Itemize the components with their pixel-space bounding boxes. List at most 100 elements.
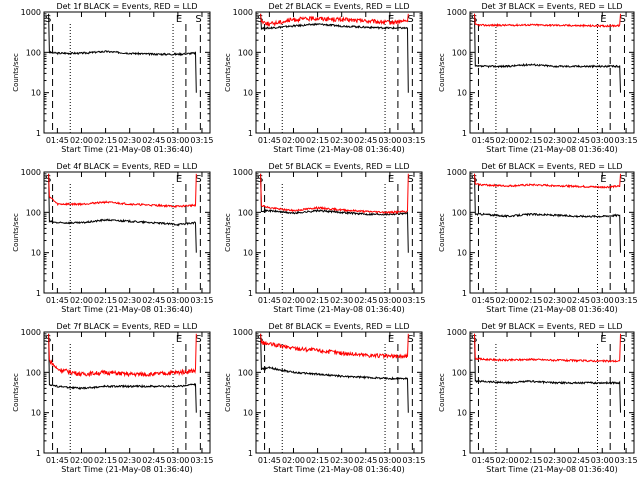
marker-start: S xyxy=(257,334,263,345)
x-tick-label: 02:15 xyxy=(306,296,329,305)
lld-series-line xyxy=(260,333,409,360)
x-tick-label: 03:00 xyxy=(591,296,614,305)
chart-title: Det 5f BLACK = Events, RED = LLD xyxy=(268,162,409,171)
x-tick-label: 02:15 xyxy=(306,456,329,465)
x-tick-label: 02:45 xyxy=(567,296,590,305)
x-axis-label: Start Time (21-May-08 01:36:40) xyxy=(486,145,617,154)
chart-title: Det 4f BLACK = Events, RED = LLD xyxy=(56,162,197,171)
y-tick-label: 1000 xyxy=(21,8,41,17)
marker-start: S xyxy=(407,174,413,185)
x-tick-label: 02:15 xyxy=(519,296,542,305)
marker-start: S xyxy=(407,334,413,345)
marker-end: E xyxy=(600,174,606,185)
plot-frame xyxy=(43,11,211,134)
y-tick-label: 1000 xyxy=(233,328,253,337)
x-tick-label: 02:00 xyxy=(70,136,93,145)
plot-frame xyxy=(469,11,635,134)
y-tick-label: 1000 xyxy=(233,8,253,17)
x-tick-label: 02:30 xyxy=(118,136,141,145)
y-axis-label: Counts/sec xyxy=(12,373,20,412)
x-tick-label: 03:15 xyxy=(190,456,213,465)
y-tick-label: 100 xyxy=(26,368,41,377)
x-tick-label: 02:30 xyxy=(118,296,141,305)
x-tick-label: 02:30 xyxy=(330,456,353,465)
y-tick-label: 10 xyxy=(457,249,467,258)
x-tick-label: 02:30 xyxy=(543,136,566,145)
x-tick-label: 02:00 xyxy=(282,456,305,465)
marker-end: E xyxy=(176,174,182,185)
marker-start: S xyxy=(257,174,263,185)
marker-start: S xyxy=(45,334,51,345)
lld-series-line xyxy=(260,13,409,27)
x-tick-label: 02:00 xyxy=(496,456,519,465)
marker-start: S xyxy=(619,174,625,185)
marker-start: S xyxy=(619,14,625,25)
lld-series-line xyxy=(474,13,621,28)
x-tick-label: 01:45 xyxy=(258,456,281,465)
events-series-line xyxy=(48,173,197,253)
x-tick-label: 02:45 xyxy=(142,456,165,465)
x-axis-label: Start Time (21-May-08 01:36:40) xyxy=(273,145,404,154)
x-tick-label: 02:45 xyxy=(354,136,377,145)
y-tick-label: 1000 xyxy=(447,168,467,177)
x-tick-label: 02:45 xyxy=(567,136,590,145)
plot-frame xyxy=(255,331,423,454)
x-tick-label: 02:15 xyxy=(94,296,117,305)
y-tick-label: 1 xyxy=(36,289,41,298)
plot-frame xyxy=(43,331,211,454)
y-tick-label: 1 xyxy=(36,129,41,138)
x-tick-label: 02:15 xyxy=(519,456,542,465)
y-tick-label: 10 xyxy=(31,249,41,258)
y-tick-label: 100 xyxy=(26,48,41,57)
events-series-line xyxy=(260,333,409,413)
x-tick-label: 02:30 xyxy=(330,296,353,305)
lld-series-line xyxy=(474,173,621,189)
x-tick-label: 02:45 xyxy=(354,456,377,465)
y-tick-label: 10 xyxy=(243,409,253,418)
y-tick-label: 1 xyxy=(248,129,253,138)
x-axis-label: Start Time (21-May-08 01:36:40) xyxy=(61,465,192,474)
marker-end: E xyxy=(176,334,182,345)
x-tick-label: 01:45 xyxy=(472,136,495,145)
y-tick-label: 1000 xyxy=(447,328,467,337)
marker-start: S xyxy=(619,334,625,345)
y-tick-label: 100 xyxy=(452,48,467,57)
events-series-line xyxy=(260,173,409,253)
chart-title: Det 1f BLACK = Events, RED = LLD xyxy=(56,2,197,11)
marker-end: E xyxy=(600,14,606,25)
x-tick-label: 02:00 xyxy=(282,136,305,145)
x-axis-label: Start Time (21-May-08 01:36:40) xyxy=(61,305,192,314)
lld-series-line xyxy=(260,173,409,215)
y-tick-label: 100 xyxy=(238,368,253,377)
x-tick-label: 01:45 xyxy=(258,296,281,305)
x-tick-label: 03:00 xyxy=(591,456,614,465)
x-axis-label: Start Time (21-May-08 01:36:40) xyxy=(486,305,617,314)
x-tick-label: 02:00 xyxy=(282,296,305,305)
marker-start: S xyxy=(195,334,201,345)
marker-end: E xyxy=(600,334,606,345)
plot-frame xyxy=(469,171,635,294)
y-tick-label: 100 xyxy=(26,208,41,217)
chart-title: Det 3f BLACK = Events, RED = LLD xyxy=(481,2,622,11)
events-series-line xyxy=(474,333,621,413)
marker-start: S xyxy=(407,14,413,25)
x-tick-label: 03:15 xyxy=(402,136,425,145)
x-tick-label: 03:15 xyxy=(402,456,425,465)
x-tick-label: 03:15 xyxy=(615,136,638,145)
panel-det-4: Det 4f BLACK = Events, RED = LLD 1 10 100 10… xyxy=(12,162,213,314)
y-tick-label: 100 xyxy=(238,208,253,217)
x-tick-label: 03:15 xyxy=(402,296,425,305)
x-tick-label: 02:15 xyxy=(94,136,117,145)
panel-det-1: Det 1f BLACK = Events, RED = LLD 1 10 100 10… xyxy=(12,2,213,154)
marker-start: S xyxy=(195,174,201,185)
x-axis-label: Start Time (21-May-08 01:36:40) xyxy=(273,465,404,474)
y-tick-label: 1 xyxy=(248,449,253,458)
y-axis-label: Counts/sec xyxy=(438,53,446,92)
x-tick-label: 03:00 xyxy=(166,136,189,145)
plot-frame xyxy=(43,171,211,294)
y-tick-label: 100 xyxy=(452,208,467,217)
chart-title: Det 9f BLACK = Events, RED = LLD xyxy=(481,322,622,331)
x-tick-label: 03:00 xyxy=(378,296,401,305)
x-tick-label: 03:15 xyxy=(615,296,638,305)
y-tick-label: 1000 xyxy=(21,328,41,337)
